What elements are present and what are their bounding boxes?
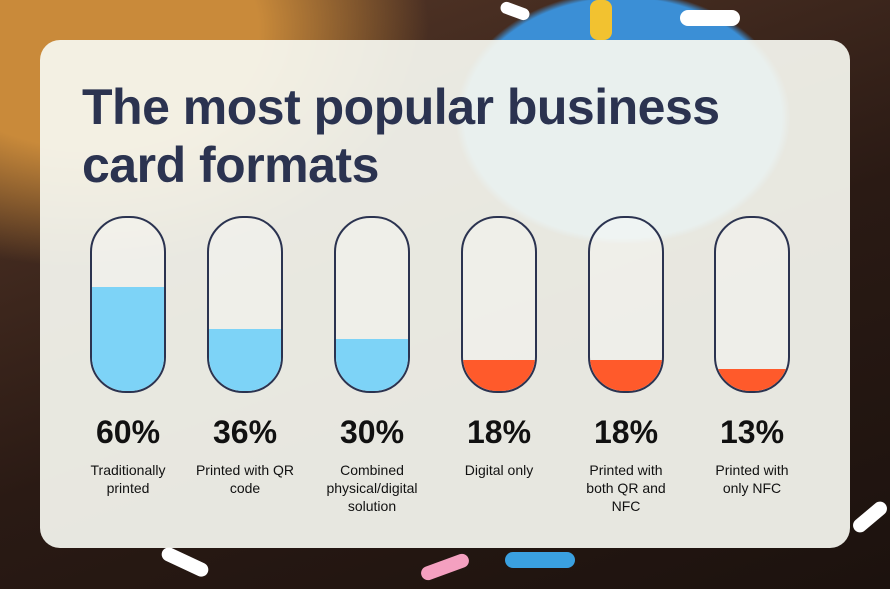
bar-outline (714, 216, 790, 393)
bar-column: 18% Digital only (444, 216, 554, 479)
bar-outline (207, 216, 283, 393)
bar (590, 359, 662, 391)
category-label: Traditionally printed (90, 462, 166, 496)
bar-outline (334, 216, 410, 393)
value-label: 30% (339, 414, 405, 450)
bar-outline (90, 216, 166, 393)
bar-column: 60% Traditionally printed (73, 216, 183, 497)
bar-column: 13% Printed with only NFC (702, 216, 802, 497)
bar-outline (588, 216, 664, 393)
bar (716, 368, 788, 391)
card: The most popular business card formats 6… (40, 40, 850, 548)
bar-column: 36% Printed with QR code (195, 216, 295, 497)
value-label: 60% (95, 414, 161, 450)
sprinkle (505, 552, 575, 568)
category-label: Printed with only NFC (715, 462, 789, 496)
category-label: Digital only (464, 462, 534, 478)
chart-title: The most popular business card formats (82, 79, 720, 193)
sprinkle (680, 10, 740, 26)
value-label: 36% (212, 414, 278, 450)
value-label: 18% (466, 414, 532, 450)
sprinkle (419, 551, 471, 583)
bar-column: 30% Combined physical/digital solution (307, 216, 437, 515)
sprinkle (590, 0, 612, 40)
bar-outline (461, 216, 537, 393)
category-label: Printed with both QR and NFC (586, 462, 666, 514)
category-label: Combined physical/digital solution (326, 462, 418, 514)
bar (463, 359, 535, 391)
bar (209, 328, 281, 391)
sprinkle (159, 545, 211, 579)
category-label: Printed with QR code (195, 462, 295, 496)
value-label: 13% (719, 414, 785, 450)
bar (336, 339, 408, 391)
sprinkle (498, 0, 532, 22)
bar-column: 18% Printed with both QR and NFC (576, 216, 676, 515)
bar (92, 287, 164, 391)
value-label: 18% (593, 414, 659, 450)
sprinkle (850, 498, 890, 536)
